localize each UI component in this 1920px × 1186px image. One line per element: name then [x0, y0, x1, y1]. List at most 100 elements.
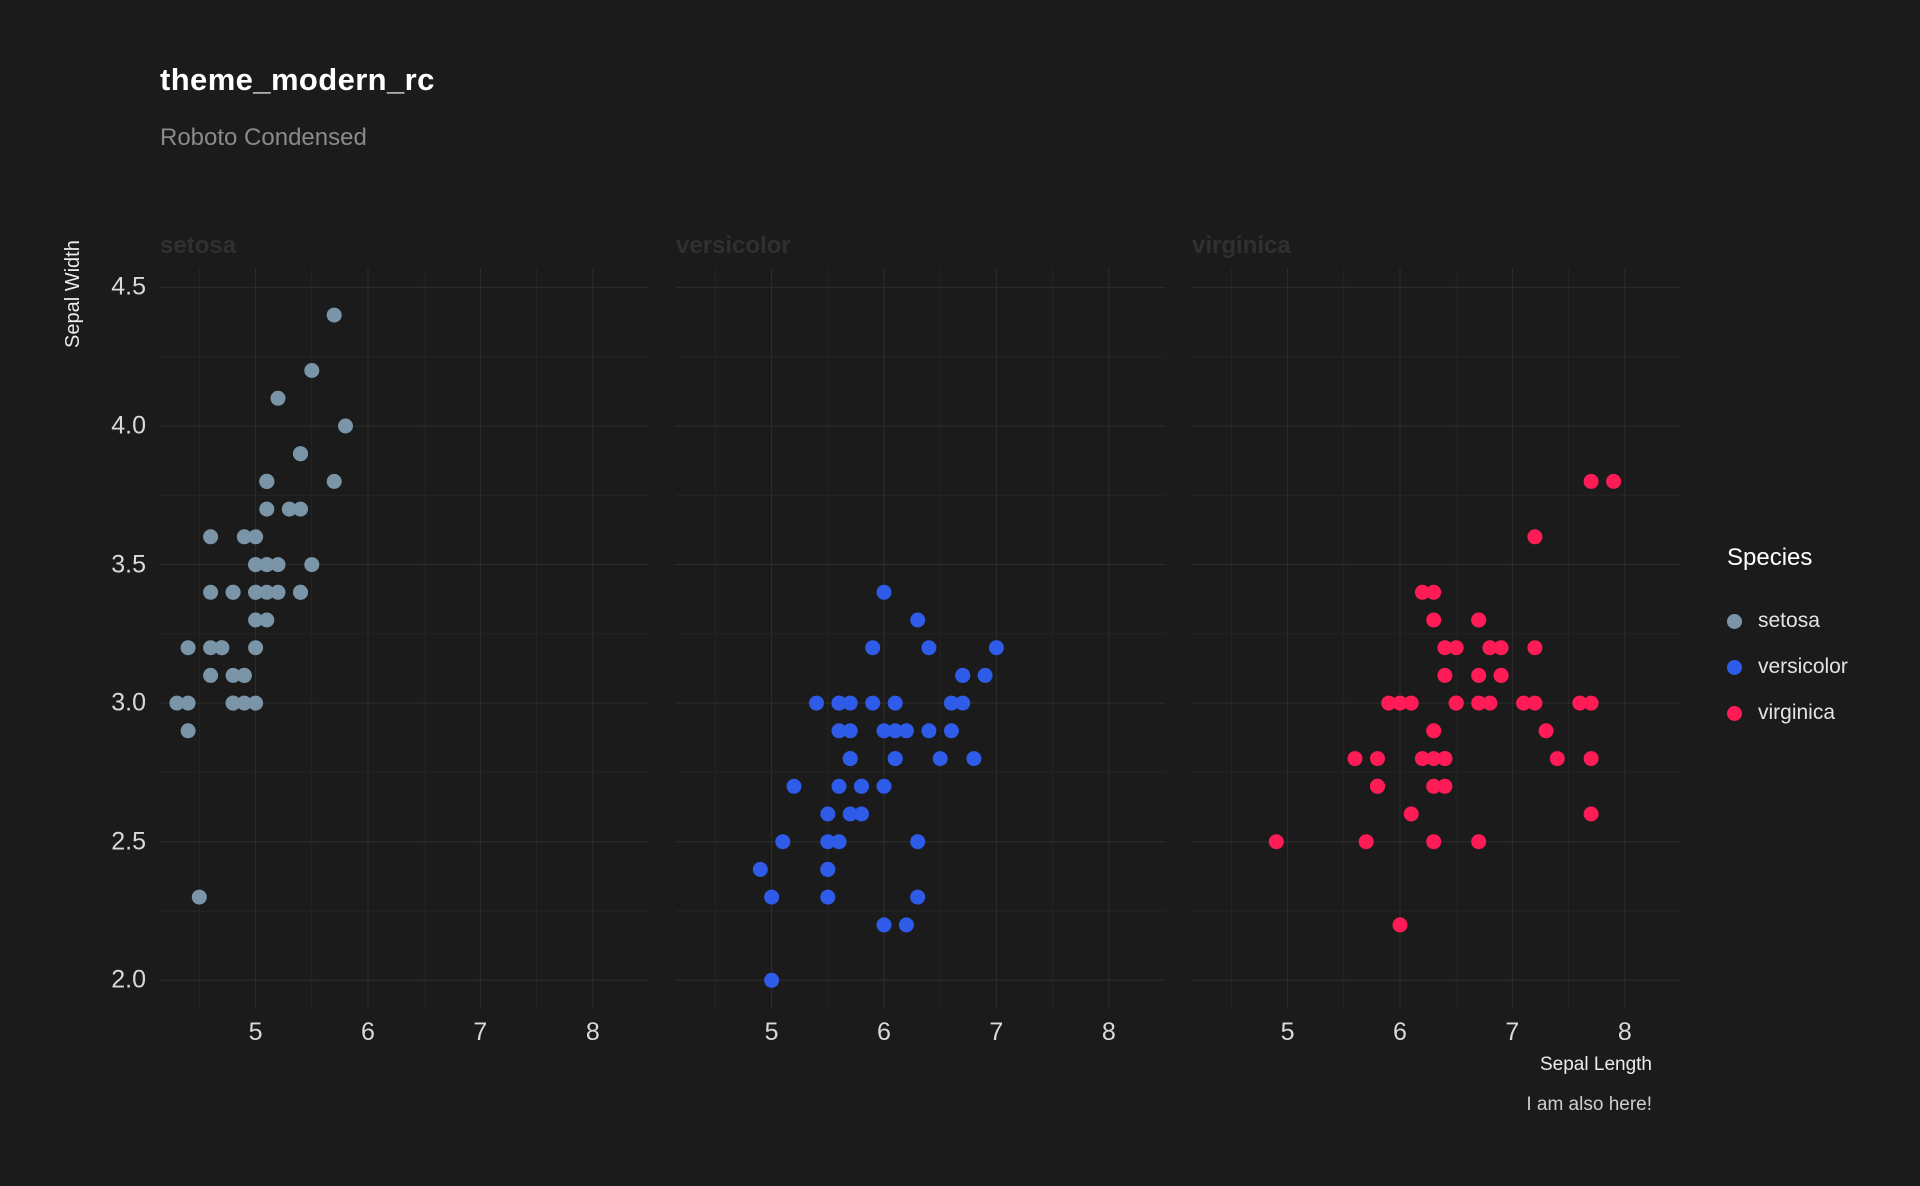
data-point: [898, 917, 914, 933]
data-point: [259, 612, 275, 628]
data-point: [1606, 473, 1622, 489]
data-point: [1471, 695, 1487, 711]
data-point: [1527, 529, 1543, 545]
data-point: [865, 640, 881, 656]
plot-canvas: theme_modern_rc Roboto Condensed Sepal W…: [0, 0, 1920, 1115]
data-point: [304, 363, 320, 378]
data-point: [1403, 695, 1419, 711]
data-point: [225, 695, 241, 711]
data-point: [1516, 695, 1532, 711]
data-point: [248, 640, 264, 656]
y-tick-label: 2.0: [111, 965, 146, 994]
data-point: [180, 723, 196, 739]
data-point: [1392, 695, 1408, 711]
x-tick-label: 7: [473, 1018, 488, 1046]
data-point: [326, 307, 342, 323]
plot-panel: [676, 268, 1165, 1008]
data-point: [236, 529, 252, 545]
data-point: [1527, 695, 1543, 711]
y-tick-label: 4.5: [111, 272, 146, 301]
data-point: [988, 640, 1004, 656]
y-tick-label: 3.0: [111, 688, 146, 717]
scatter-plot: [1192, 268, 1681, 1008]
data-point: [180, 640, 196, 656]
data-point: [1426, 751, 1442, 767]
data-point: [203, 640, 219, 656]
data-point: [270, 584, 286, 600]
data-point: [854, 778, 869, 794]
data-point: [955, 695, 971, 711]
data-point: [820, 889, 836, 905]
data-point: [1414, 584, 1430, 600]
legend-item-label: setosa: [1758, 609, 1820, 632]
x-axis-ticks: 5 6 7 8: [160, 1008, 649, 1052]
y-tick-label: 3.5: [111, 550, 146, 579]
data-point: [786, 778, 802, 794]
x-tick-label: 5: [764, 1018, 779, 1046]
data-point: [1471, 612, 1487, 628]
data-point: [1583, 695, 1599, 711]
data-point: [752, 861, 768, 877]
data-point: [1437, 667, 1453, 683]
data-point: [842, 695, 858, 711]
data-point: [842, 723, 858, 739]
data-point: [887, 695, 903, 711]
data-point: [1572, 695, 1588, 711]
data-point: [820, 806, 836, 822]
x-tick-label: 5: [248, 1018, 263, 1046]
data-point: [1583, 473, 1599, 489]
data-point: [1426, 584, 1442, 600]
data-point: [338, 418, 353, 434]
data-point: [1493, 640, 1509, 656]
legend-item: setosa: [1727, 598, 1920, 644]
data-point: [887, 723, 903, 739]
legend-swatch: [1727, 659, 1742, 675]
data-point: [1370, 778, 1385, 794]
data-point: [248, 557, 264, 573]
data-point: [876, 778, 892, 794]
data-point: [1448, 695, 1464, 711]
y-tick-label: 4.0: [111, 411, 146, 440]
data-point: [854, 806, 869, 822]
data-point: [304, 557, 320, 573]
data-point: [921, 723, 937, 739]
data-point: [1482, 640, 1498, 656]
facet-grid: 2.0 2.5 3.0 3.5 4.0 4.5 setosa 5 6 7 8 versicolor 5…: [70, 224, 1920, 1052]
data-point: [1448, 640, 1464, 656]
facet-panel-setosa: setosa 5 6 7 8: [160, 224, 649, 1052]
plot-panel: [160, 268, 649, 1008]
facet-strip-label: setosa: [160, 232, 237, 259]
data-point: [943, 695, 959, 711]
data-point: [820, 861, 836, 877]
x-axis-ticks: 5 6 7 8: [676, 1008, 1165, 1052]
data-point: [270, 390, 286, 406]
data-point: [1493, 667, 1509, 683]
facet-strip-label: virginica: [1192, 232, 1291, 259]
plot-title: theme_modern_rc: [160, 62, 435, 97]
data-point: [1392, 917, 1408, 933]
x-axis-title: Sepal Length: [1540, 1054, 1652, 1075]
data-point: [203, 529, 219, 545]
data-point: [1358, 834, 1374, 850]
plot-header: theme_modern_rc Roboto Condensed: [0, 0, 1920, 152]
facet-panel-versicolor: versicolor 5 6 7 8: [676, 224, 1165, 1052]
data-point: [1527, 640, 1543, 656]
data-point: [293, 584, 308, 600]
legend-item-label: versicolor: [1758, 655, 1848, 678]
legend-title: Species: [1727, 544, 1813, 571]
data-point: [831, 834, 847, 850]
legend-swatch: [1727, 705, 1742, 721]
x-tick-label: 5: [1280, 1018, 1295, 1046]
data-point: [1426, 723, 1442, 739]
data-point: [248, 695, 264, 711]
data-point: [831, 778, 847, 794]
data-point: [1437, 640, 1453, 656]
legend-items: setosa versicolor virginica: [1727, 598, 1920, 736]
data-point: [977, 667, 993, 683]
data-point: [887, 751, 903, 767]
data-point: [932, 751, 948, 767]
legend-swatch: [1727, 613, 1742, 629]
data-point: [1482, 695, 1498, 711]
data-point: [955, 667, 971, 683]
data-point: [842, 806, 858, 822]
